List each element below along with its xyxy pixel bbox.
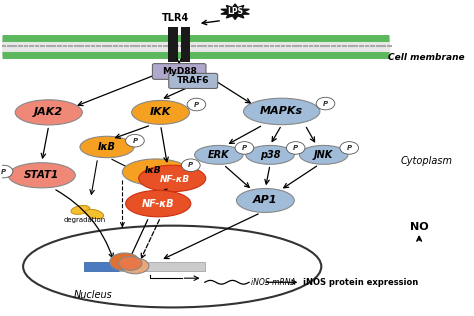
Text: P: P — [132, 138, 137, 144]
Text: P: P — [242, 145, 247, 151]
Ellipse shape — [132, 100, 190, 124]
Text: P: P — [293, 145, 298, 151]
Text: IKK: IKK — [150, 107, 171, 117]
Text: P: P — [1, 168, 6, 174]
Ellipse shape — [15, 100, 82, 125]
Ellipse shape — [110, 253, 140, 270]
Text: MAPKs: MAPKs — [260, 106, 303, 116]
Text: JNK: JNK — [314, 150, 333, 160]
Text: Nucleus: Nucleus — [73, 290, 112, 300]
Ellipse shape — [237, 189, 294, 212]
Ellipse shape — [121, 258, 149, 274]
Text: NF-κB: NF-κB — [142, 199, 174, 209]
Text: TLR4: TLR4 — [162, 13, 189, 23]
Ellipse shape — [23, 226, 321, 307]
Text: JAK2: JAK2 — [34, 107, 64, 117]
Circle shape — [126, 134, 144, 147]
Ellipse shape — [85, 210, 104, 219]
Text: P: P — [188, 162, 193, 168]
Ellipse shape — [246, 145, 294, 164]
Polygon shape — [221, 4, 249, 20]
Text: TRAF6: TRAF6 — [177, 76, 210, 85]
Text: NF-κB: NF-κB — [159, 174, 190, 184]
Text: P: P — [346, 145, 352, 151]
FancyBboxPatch shape — [169, 73, 218, 88]
FancyBboxPatch shape — [181, 27, 190, 62]
Text: P: P — [323, 100, 328, 106]
FancyBboxPatch shape — [84, 262, 118, 271]
Circle shape — [340, 142, 358, 154]
Circle shape — [187, 98, 206, 111]
Text: iNOS protein expression: iNOS protein expression — [303, 278, 418, 287]
Circle shape — [0, 165, 13, 178]
Text: p38: p38 — [260, 150, 280, 160]
Ellipse shape — [122, 159, 190, 185]
Circle shape — [286, 142, 305, 154]
Text: P: P — [194, 101, 199, 107]
Text: ERK: ERK — [208, 150, 229, 160]
Text: iNOS mRNA: iNOS mRNA — [251, 278, 296, 287]
Ellipse shape — [126, 191, 191, 217]
Circle shape — [316, 97, 335, 110]
Text: IκB: IκB — [98, 142, 116, 152]
Ellipse shape — [118, 257, 142, 270]
Text: STAT1: STAT1 — [24, 170, 59, 180]
Ellipse shape — [244, 98, 320, 125]
Text: MyD88: MyD88 — [162, 67, 197, 76]
Ellipse shape — [139, 165, 206, 192]
Text: degradation: degradation — [64, 217, 106, 223]
Circle shape — [235, 142, 254, 154]
Ellipse shape — [194, 145, 243, 164]
Ellipse shape — [8, 163, 75, 188]
Text: Cell membrane: Cell membrane — [388, 53, 465, 62]
Text: NO: NO — [410, 222, 428, 232]
Text: IκB: IκB — [145, 166, 162, 175]
FancyBboxPatch shape — [168, 27, 178, 62]
Text: LPS: LPS — [227, 7, 243, 16]
Ellipse shape — [80, 136, 134, 158]
FancyBboxPatch shape — [153, 64, 206, 79]
FancyBboxPatch shape — [118, 262, 205, 271]
Text: Cytoplasm: Cytoplasm — [400, 156, 452, 166]
Ellipse shape — [71, 205, 90, 214]
Circle shape — [182, 159, 200, 172]
Text: AP1: AP1 — [253, 196, 278, 205]
Ellipse shape — [300, 145, 348, 164]
